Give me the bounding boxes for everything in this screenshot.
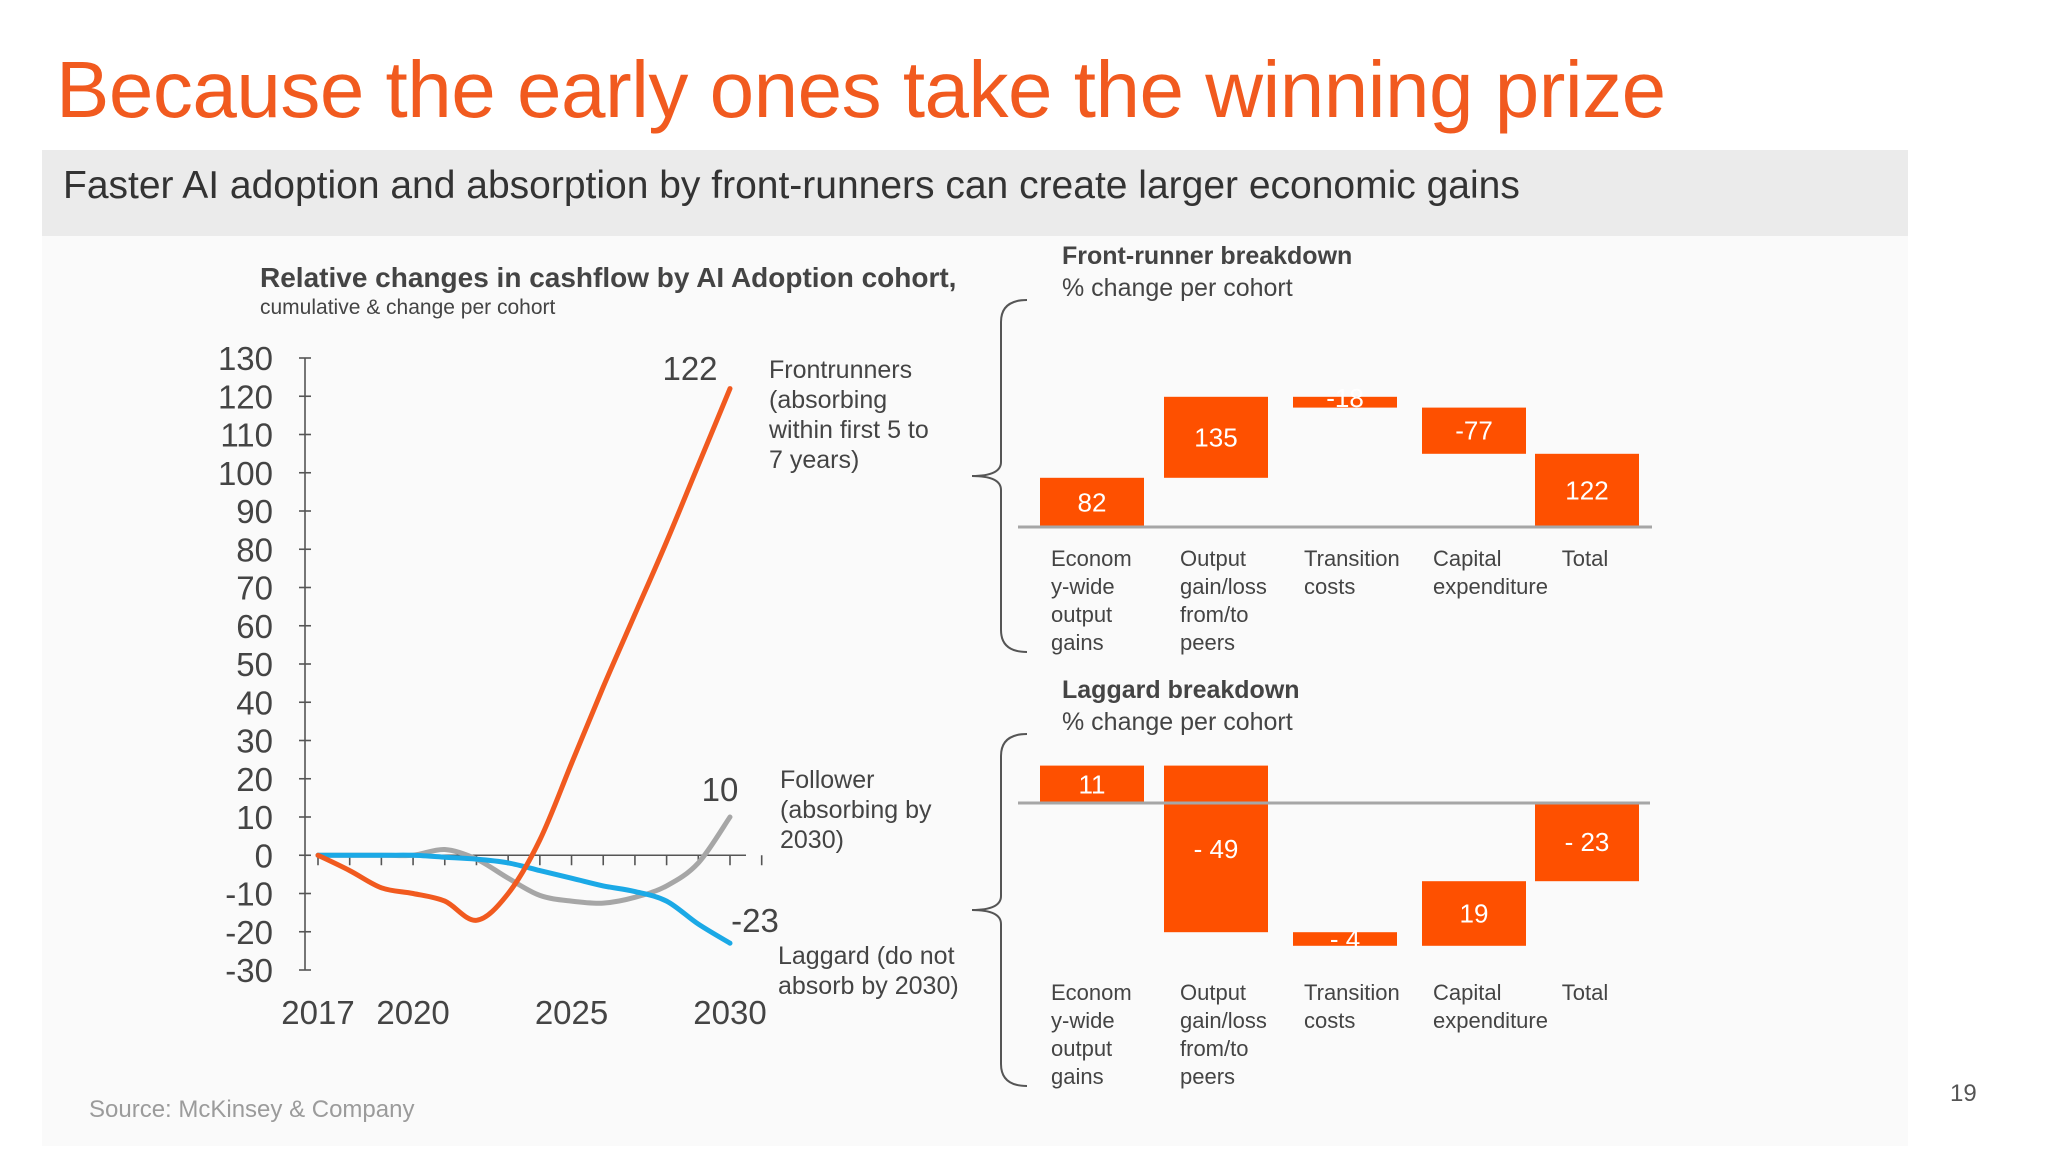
front-runner-bar-label: -18	[1326, 383, 1364, 413]
series-line-frontrunners	[315, 386, 733, 923]
y-tick-label: 80	[236, 531, 273, 568]
series-label-frontrunners: Frontrunners	[769, 356, 912, 384]
y-tick-label: 10	[236, 799, 273, 836]
laggard-category-label: Capital	[1433, 980, 1501, 1005]
series-label-follower: Follower	[780, 766, 874, 794]
laggard-bar	[1422, 881, 1526, 946]
front-runner-bar-label: 122	[1565, 475, 1608, 505]
front-runner-category-label: gains	[1051, 630, 1104, 655]
laggard-bar-label: 19	[1460, 899, 1489, 929]
laggard-bar-label: 11	[1079, 769, 1106, 799]
front-runner-category-label: from/to	[1180, 602, 1248, 627]
front-runner-category-label: costs	[1304, 574, 1355, 599]
slide-title: Because the early ones take the winning …	[56, 45, 1666, 134]
laggard-category-label: output	[1051, 1036, 1112, 1061]
front-runner-category-label: expenditure	[1433, 574, 1548, 599]
series-label-follower: (absorbing by	[780, 796, 932, 824]
series-label-frontrunners: (absorbing	[769, 386, 887, 414]
y-tick-label: -10	[225, 876, 273, 913]
front-runner-category-label: Output	[1180, 546, 1246, 571]
series-label-frontrunners: within first 5 to	[768, 416, 929, 444]
laggard-category-label: Total	[1562, 980, 1608, 1005]
front-runner-title: Front-runner breakdown	[1062, 242, 1353, 270]
front-runner-bar	[1535, 453, 1639, 527]
y-tick-label: 30	[236, 723, 273, 760]
series-line-follower	[315, 814, 733, 906]
laggard-category-label: from/to	[1180, 1036, 1248, 1061]
series-label-frontrunners: 7 years)	[769, 446, 859, 474]
laggard-category-label: y-wide	[1051, 1008, 1115, 1033]
page-number: 19	[1950, 1080, 1977, 1107]
front-runner-subtitle: % change per cohort	[1062, 274, 1293, 302]
front-runner-category-label: Transition	[1304, 546, 1400, 571]
series-label-laggard: Laggard (do not	[778, 942, 955, 970]
laggard-bar	[1040, 765, 1144, 803]
laggard-category-label: costs	[1304, 1008, 1355, 1033]
laggard-category-label: Output	[1180, 980, 1246, 1005]
front-runner-bracket	[971, 299, 1028, 653]
laggard-subtitle: % change per cohort	[1062, 708, 1293, 736]
line-chart-title: Relative changes in cashflow by AI Adopt…	[260, 262, 957, 293]
x-tick-label: 2030	[693, 994, 766, 1031]
laggard-bar	[1293, 932, 1397, 946]
x-tick-label: 2025	[535, 994, 608, 1031]
laggard-category-label: gain/loss	[1180, 1008, 1267, 1033]
line-chart-subtitle: cumulative & change per cohort	[260, 296, 556, 319]
y-tick-label: 120	[218, 378, 273, 415]
slide-subtitle: Faster AI adoption and absorption by fro…	[63, 164, 1520, 207]
subtitle-band	[42, 150, 1908, 236]
x-tick-label: 2017	[281, 994, 354, 1031]
x-tick-label: 2020	[376, 994, 449, 1031]
y-tick-label: 60	[236, 608, 273, 645]
y-tick-label: 40	[236, 684, 273, 721]
source-note: Source: McKinsey & Company	[89, 1096, 415, 1123]
laggard-category-label: expenditure	[1433, 1008, 1548, 1033]
y-tick-label: 100	[218, 455, 273, 492]
laggard-bar-label: - 49	[1194, 834, 1239, 864]
y-tick-label: 50	[236, 646, 273, 683]
laggard-bar	[1164, 765, 1268, 933]
front-runner-bar-label: 82	[1078, 487, 1107, 517]
laggard-title: Laggard breakdown	[1062, 676, 1300, 704]
end-label-follower: 10	[702, 771, 739, 808]
y-tick-label: 0	[255, 837, 273, 874]
laggard-bar	[1535, 803, 1639, 882]
laggard-bar-label: - 23	[1565, 827, 1610, 857]
y-tick-label: 90	[236, 493, 273, 530]
front-runner-category-label: y-wide	[1051, 574, 1115, 599]
end-label-laggard: -23	[731, 902, 779, 939]
series-line-laggard	[315, 852, 733, 946]
front-runner-category-label: Econom	[1051, 546, 1132, 571]
y-tick-label: 110	[220, 417, 273, 454]
laggard-category-label: gains	[1051, 1064, 1104, 1089]
front-runner-bar	[1422, 407, 1526, 454]
front-runner-category-label: Capital	[1433, 546, 1501, 571]
content-area	[42, 236, 1908, 1146]
front-runner-bar-label: -77	[1455, 416, 1493, 446]
front-runner-category-label: peers	[1180, 630, 1235, 655]
front-runner-category-label: output	[1051, 602, 1112, 627]
laggard-category-label: Econom	[1051, 980, 1132, 1005]
y-tick-label: 130	[218, 340, 273, 377]
y-tick-label: 70	[236, 570, 273, 607]
series-label-laggard: absorb by 2030)	[778, 972, 959, 1000]
front-runner-category-label: Total	[1562, 546, 1608, 571]
front-runner-bar	[1040, 477, 1144, 527]
series-label-follower: 2030)	[780, 826, 844, 854]
front-runner-category-label: gain/loss	[1180, 574, 1267, 599]
y-tick-label: -20	[225, 914, 273, 951]
front-runner-bar-label: 135	[1194, 422, 1237, 452]
front-runner-bar	[1293, 396, 1397, 408]
y-tick-label: -30	[225, 952, 273, 989]
end-label-frontrunners: 122	[662, 350, 717, 387]
laggard-bracket	[971, 733, 1028, 1087]
y-tick-label: 20	[236, 761, 273, 798]
laggard-category-label: Transition	[1304, 980, 1400, 1005]
laggard-bar-label: - 4	[1330, 924, 1360, 954]
laggard-category-label: peers	[1180, 1064, 1235, 1089]
front-runner-bar	[1164, 396, 1268, 478]
